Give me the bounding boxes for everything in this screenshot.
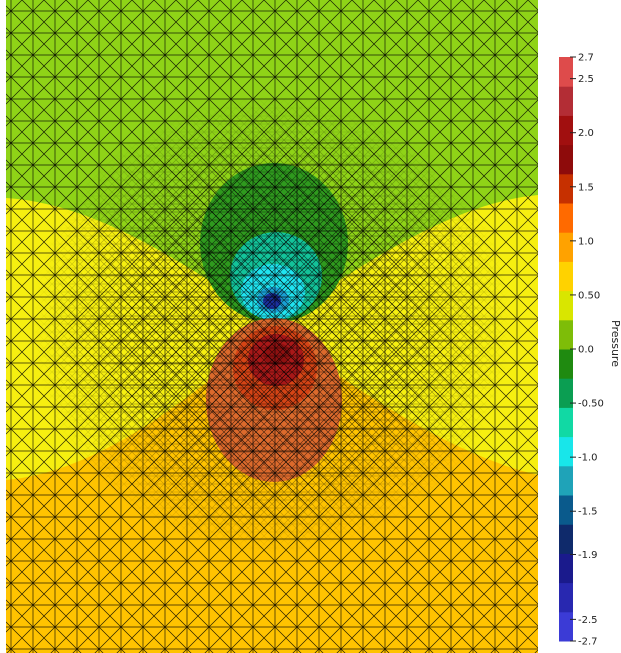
colorbar-band bbox=[559, 173, 573, 204]
colorbar-tick-label: -0.50 bbox=[578, 399, 604, 410]
colorbar-band bbox=[559, 524, 573, 554]
colorbar-band bbox=[559, 465, 573, 496]
colorbar-band bbox=[559, 582, 573, 613]
colorbar-band bbox=[559, 115, 573, 146]
colorbar-band bbox=[559, 495, 573, 525]
colorbar-tick-label: 1.5 bbox=[578, 182, 594, 193]
colorbar-band bbox=[559, 436, 573, 467]
colorbar-tick-label: -1.9 bbox=[578, 550, 598, 561]
colorbar-band bbox=[559, 553, 573, 584]
colorbar-tick-label: -1.5 bbox=[578, 507, 598, 518]
colorbar-band bbox=[559, 349, 573, 379]
colorbar-band bbox=[559, 86, 573, 116]
colorbar-tick-label: 2.5 bbox=[578, 74, 594, 85]
mesh-fine-overlay bbox=[6, 0, 538, 653]
colorbar-band bbox=[559, 407, 573, 438]
pressure-colorbar: 2.7 2.5 2.0 1.5 1.0 0.50 0.0 -0.50 -1.0 -1.5 -1.9 -… bbox=[559, 53, 604, 648]
field-area bbox=[6, 0, 538, 653]
colorbar-title: Pressure bbox=[609, 320, 621, 367]
colorbar-tick-label: -2.5 bbox=[578, 615, 598, 626]
colorbar-band bbox=[559, 203, 573, 233]
colorbar-tick-label: 0.0 bbox=[578, 345, 594, 356]
colorbar-tick-label: 2.7 bbox=[578, 53, 594, 64]
colorbar-band bbox=[559, 232, 573, 262]
colorbar-band bbox=[559, 319, 573, 350]
colorbar-band bbox=[559, 378, 573, 408]
colorbar-tick-label: 1.0 bbox=[578, 236, 594, 247]
colorbar-band bbox=[559, 144, 573, 175]
colorbar-band bbox=[559, 261, 573, 292]
colorbar-tick-label: -2.7 bbox=[578, 637, 598, 648]
colorbar-band bbox=[559, 611, 573, 642]
colorbar-tick-label: 2.0 bbox=[578, 128, 594, 139]
colorbar-band bbox=[559, 57, 573, 87]
colorbar-tick-label: -1.0 bbox=[578, 453, 598, 464]
colorbar-tick-label: 0.50 bbox=[578, 290, 600, 301]
colorbar-band bbox=[559, 290, 573, 321]
